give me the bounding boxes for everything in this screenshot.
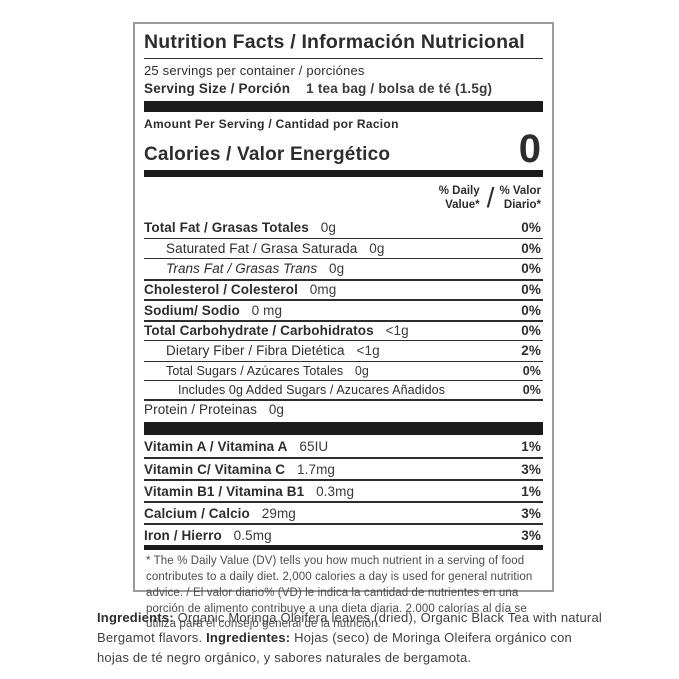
- row-added-sugars: Includes 0g Added Sugars / Azucares Añad…: [144, 379, 543, 399]
- nutrient-dv: 0%: [522, 363, 541, 378]
- divider-bar-medium: [144, 170, 543, 177]
- vitamin-amount: 0.3mg: [316, 483, 355, 499]
- daily-value-footnote: * The % Daily Value (DV) tells you how m…: [146, 555, 533, 631]
- vitamin-dv: 3%: [521, 527, 541, 543]
- nutrient-dv: 2%: [521, 343, 541, 359]
- serving-size-value: 1 tea bag / bolsa de té (1.5g): [306, 81, 493, 96]
- vitamin-name: Vitamin A / Vitamina A: [144, 438, 288, 454]
- ingredients-text-es: Hojas (seco) de Moringa Oleifera orgánic…: [97, 630, 572, 666]
- divider-bar-bottom: [144, 545, 543, 550]
- calories-label: Calories / Valor Energético: [144, 144, 391, 165]
- panel-title: Nutrition Facts / Información Nutriciona…: [144, 28, 543, 59]
- row-vitamin-a: Vitamin A / Vitamina A 65IU 1%: [144, 435, 543, 457]
- divider-bar-thick-mid: [144, 422, 543, 435]
- nutrient-dv: 0%: [521, 240, 541, 256]
- row-vitamin-b1: Vitamin B1 / Vitamina B1 0.3mg 1%: [144, 479, 543, 501]
- nutrient-name: Total Fat / Grasas Totales: [144, 219, 309, 235]
- row-iron: Iron / Hierro 0.5mg 3%: [144, 523, 543, 545]
- nutrient-amount: 0mg: [309, 282, 337, 298]
- serving-size-line: Serving Size / Porción 1 tea bag / bolsa…: [144, 78, 543, 96]
- nutrient-name: Cholesterol / Colesterol: [144, 282, 298, 298]
- nutrient-amount: 0g: [329, 261, 345, 277]
- vitamin-name: Vitamin B1 / Vitamina B1: [144, 483, 305, 499]
- serving-size-label: Serving Size / Porción: [144, 81, 291, 96]
- vitamin-amount: 0.5mg: [233, 527, 272, 543]
- daily-value-header: % Daily Value* / % Valor Diario*: [144, 177, 543, 217]
- nutrition-facts-panel: Nutrition Facts / Información Nutriciona…: [133, 22, 554, 630]
- nutrient-name: Sodium/ Sodio: [144, 302, 240, 318]
- divider-bar-thick-top: [144, 101, 543, 112]
- row-dietary-fiber: Dietary Fiber / Fibra Dietética <1g 2%: [144, 340, 543, 361]
- row-calcium: Calcium / Calcio 29mg 3%: [144, 501, 543, 523]
- vitamin-dv: 3%: [521, 461, 541, 477]
- nutrient-name: Protein / Proteinas: [144, 402, 257, 418]
- nutrient-table: Total Fat / Grasas Totales 0g 0% Saturat…: [144, 217, 543, 419]
- nutrient-dv: 0%: [522, 382, 541, 397]
- nutrient-dv: 0%: [521, 282, 541, 298]
- ingredients-label-en: Ingredients:: [97, 610, 174, 625]
- nutrient-amount: 0g: [268, 402, 285, 418]
- dv-es-line1: % Valor: [499, 184, 541, 197]
- nutrient-name: Total Carbohydrate / Carbohidratos: [144, 323, 374, 339]
- calories-row: Calories / Valor Energético 0: [144, 127, 543, 171]
- row-vitamin-c: Vitamin C/ Vitamina C 1.7mg 3%: [144, 457, 543, 479]
- nutrient-dv: 0%: [521, 219, 541, 235]
- slash-divider: /: [486, 182, 495, 213]
- vitamin-table: Vitamin A / Vitamina A 65IU 1% Vitamin C…: [144, 435, 543, 545]
- daily-value-header-en: % Daily Value*: [439, 184, 480, 213]
- nutrient-amount: <1g: [356, 343, 380, 359]
- nutrient-amount: <1g: [385, 323, 409, 339]
- dv-en-line1: % Daily: [438, 184, 480, 197]
- row-sodium: Sodium/ Sodio 0 mg 0%: [144, 299, 543, 320]
- nutrient-dv: 0%: [521, 302, 541, 318]
- vitamin-amount: 1.7mg: [297, 461, 336, 477]
- vitamin-amount: 65IU: [299, 438, 329, 454]
- row-total-sugars: Total Sugars / Azúcares Totales 0g 0%: [144, 360, 543, 380]
- vitamin-dv: 1%: [521, 483, 541, 499]
- row-trans-fat: Trans Fat / Grasas Trans 0g 0%: [144, 258, 543, 279]
- daily-value-header-es: % Valor Diario*: [499, 184, 541, 213]
- row-cholesterol: Cholesterol / Colesterol 0mg 0%: [144, 278, 543, 300]
- nutrient-name: Trans Fat / Grasas Trans: [166, 261, 318, 277]
- dv-es-line2: Diario*: [503, 199, 541, 211]
- ingredients-text-en: Organic Moringa Oleifera leaves (dried),…: [97, 610, 602, 646]
- row-saturated-fat: Saturated Fat / Grasa Saturada 0g 0%: [144, 237, 543, 259]
- vitamin-name: Iron / Hierro: [144, 527, 222, 543]
- nutrient-amount: 0g: [354, 363, 369, 378]
- row-total-carbohydrate: Total Carbohydrate / Carbohidratos <1g 0…: [144, 319, 543, 341]
- vitamin-dv: 1%: [521, 438, 541, 454]
- calories-value: 0: [518, 127, 541, 171]
- nutrient-amount: 0g: [320, 219, 336, 235]
- vitamin-name: Calcium / Calcio: [144, 505, 250, 521]
- dv-en-line2: Value*: [445, 199, 480, 211]
- nutrient-amount: 0g: [369, 240, 385, 256]
- nutrient-amount: 0 mg: [251, 302, 283, 318]
- row-total-fat: Total Fat / Grasas Totales 0g 0%: [144, 217, 543, 238]
- ingredients-label-es: Ingredientes:: [206, 630, 291, 646]
- nutrient-name: Total Sugars / Azúcares Totales: [166, 363, 344, 378]
- nutrient-name: Saturated Fat / Grasa Saturada: [166, 240, 358, 256]
- vitamin-dv: 3%: [521, 505, 541, 521]
- nutrient-name: Includes 0g Added Sugars / Azucares Añad…: [178, 382, 446, 397]
- vitamin-amount: 29mg: [261, 505, 296, 521]
- nutrient-name: Dietary Fiber / Fibra Dietética: [166, 343, 345, 359]
- ingredients-paragraph: Ingredients: Organic Moringa Oleifera le…: [97, 608, 602, 668]
- servings-per-container: 25 servings per container / porciónes: [144, 63, 365, 78]
- amount-per-serving: Amount Per Serving / Cantidad por Racion: [144, 117, 399, 131]
- vitamin-name: Vitamin C/ Vitamina C: [144, 461, 286, 477]
- row-protein: Protein / Proteinas 0g: [144, 398, 543, 420]
- nutrient-dv: 0%: [521, 261, 541, 277]
- nutrient-dv: 0%: [521, 323, 541, 339]
